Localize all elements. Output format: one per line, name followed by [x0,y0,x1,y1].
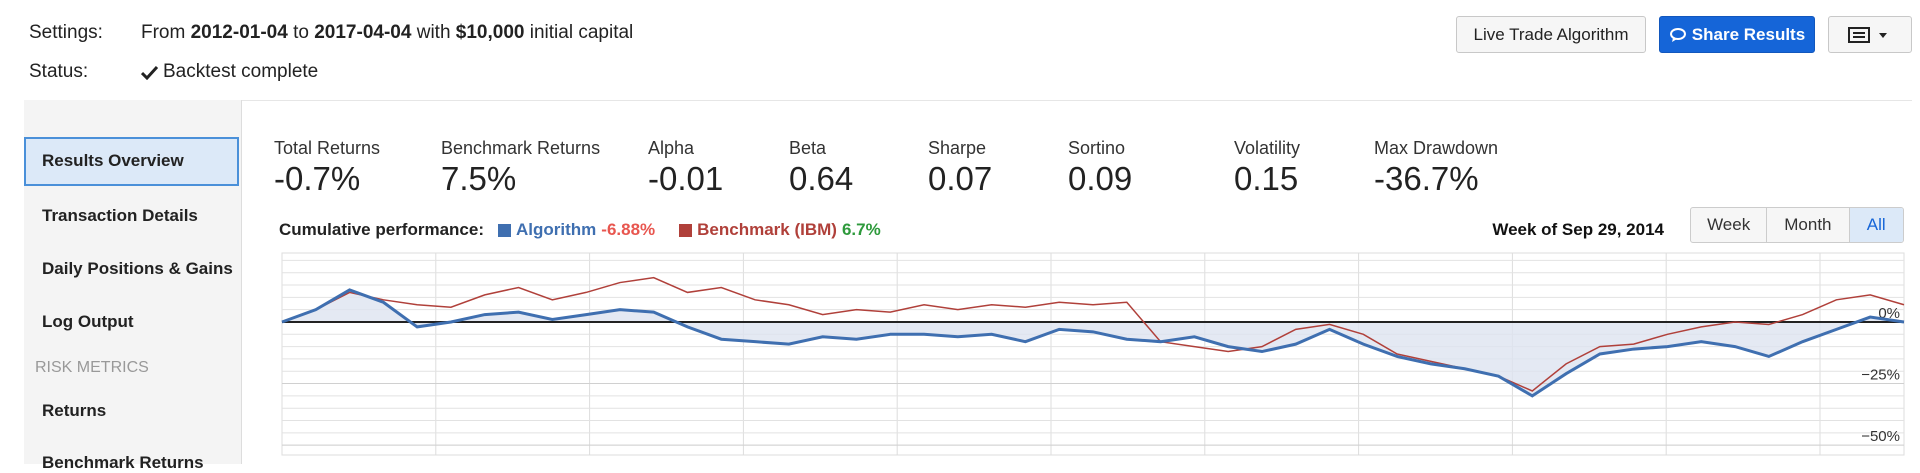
metric-label: Beta [789,138,827,158]
date: 2012-01-04 [190,22,288,43]
sidebar-item[interactable]: Transaction Details [42,206,198,225]
legend-name: Benchmark (IBM) [697,220,837,239]
series-line [281,276,1905,392]
range-button[interactable]: Week [1691,208,1768,242]
metric-value: 7.5% [441,160,517,197]
menu-button[interactable] [1828,16,1912,53]
status-text: Backtest complete [163,61,319,82]
settings-text: From 2012-01-04 to 2017-04-04 with $10,0… [141,22,633,44]
plot-frame [281,252,1905,456]
metric-value: -36.7% [1374,160,1479,197]
metric-label: Alpha [648,138,695,158]
range-button[interactable]: All [1849,208,1903,242]
sidebar-section: RISK METRICS [35,359,149,376]
date: 2017-04-04 [314,22,412,43]
legend-item: Algorithm -6.88% [498,220,655,240]
capital: $10,000 [455,22,525,43]
hover-label: Week of Sep 29, 2014 [1492,220,1664,239]
separator [29,100,1912,101]
metric-label: Sharpe [928,138,987,158]
metric-label: Total Returns [274,138,381,158]
status-label: Status: [29,61,89,82]
menu-icon [1848,26,1887,43]
legend-return: 6.7% [841,220,881,239]
legend: Algorithm -6.88% Benchmark (IBM) 6.7% [498,220,881,240]
metric-label: Max Drawdown [1374,138,1499,158]
range-selector: Week Month All [1690,207,1904,243]
text: initial capital [529,22,634,43]
y-tick-label: −25% [1861,367,1900,384]
metric-value: 0.64 [789,160,854,197]
series-line [281,288,1905,398]
y-tick-label: −50% [1861,428,1900,445]
chart-title: Cumulative performance: [279,220,484,239]
legend-return: -6.88% [601,220,656,239]
legend-swatch [498,223,511,237]
check-icon [141,65,158,80]
comment-icon [1669,27,1686,42]
metric-value: 0.15 [1234,160,1299,197]
text: to [293,22,309,43]
sidebar-item: Results Overview [42,151,184,170]
sidebar-item[interactable]: Daily Positions & Gains [42,259,233,278]
metric-label: Sortino [1068,138,1126,158]
metric-value: -0.7% [274,160,361,197]
selected-item[interactable]: Results Overview [24,137,239,186]
legend-swatch [679,223,693,237]
live-trade-button[interactable]: Live Trade Algorithm [1456,16,1646,53]
button-label: Share Results [1691,24,1806,44]
sidebar-item[interactable]: Log Output [42,312,134,331]
range-button[interactable]: Month [1767,208,1850,242]
sidebar-item[interactable]: Returns [42,401,107,420]
metric-value: 0.09 [1068,160,1133,197]
metric-label: Benchmark Returns [441,138,601,158]
metric-value: -0.01 [648,160,724,197]
legend-name: Algorithm [516,220,597,239]
metric-label: Volatility [1234,138,1301,158]
legend-item: Benchmark (IBM) 6.7% [679,220,881,240]
text: From [141,22,186,43]
settings-label: Settings: [29,22,103,43]
share-button[interactable]: Share Results [1659,16,1815,53]
area-fill [282,289,1904,396]
metric-value: 0.07 [928,160,993,197]
text: with [416,22,451,43]
